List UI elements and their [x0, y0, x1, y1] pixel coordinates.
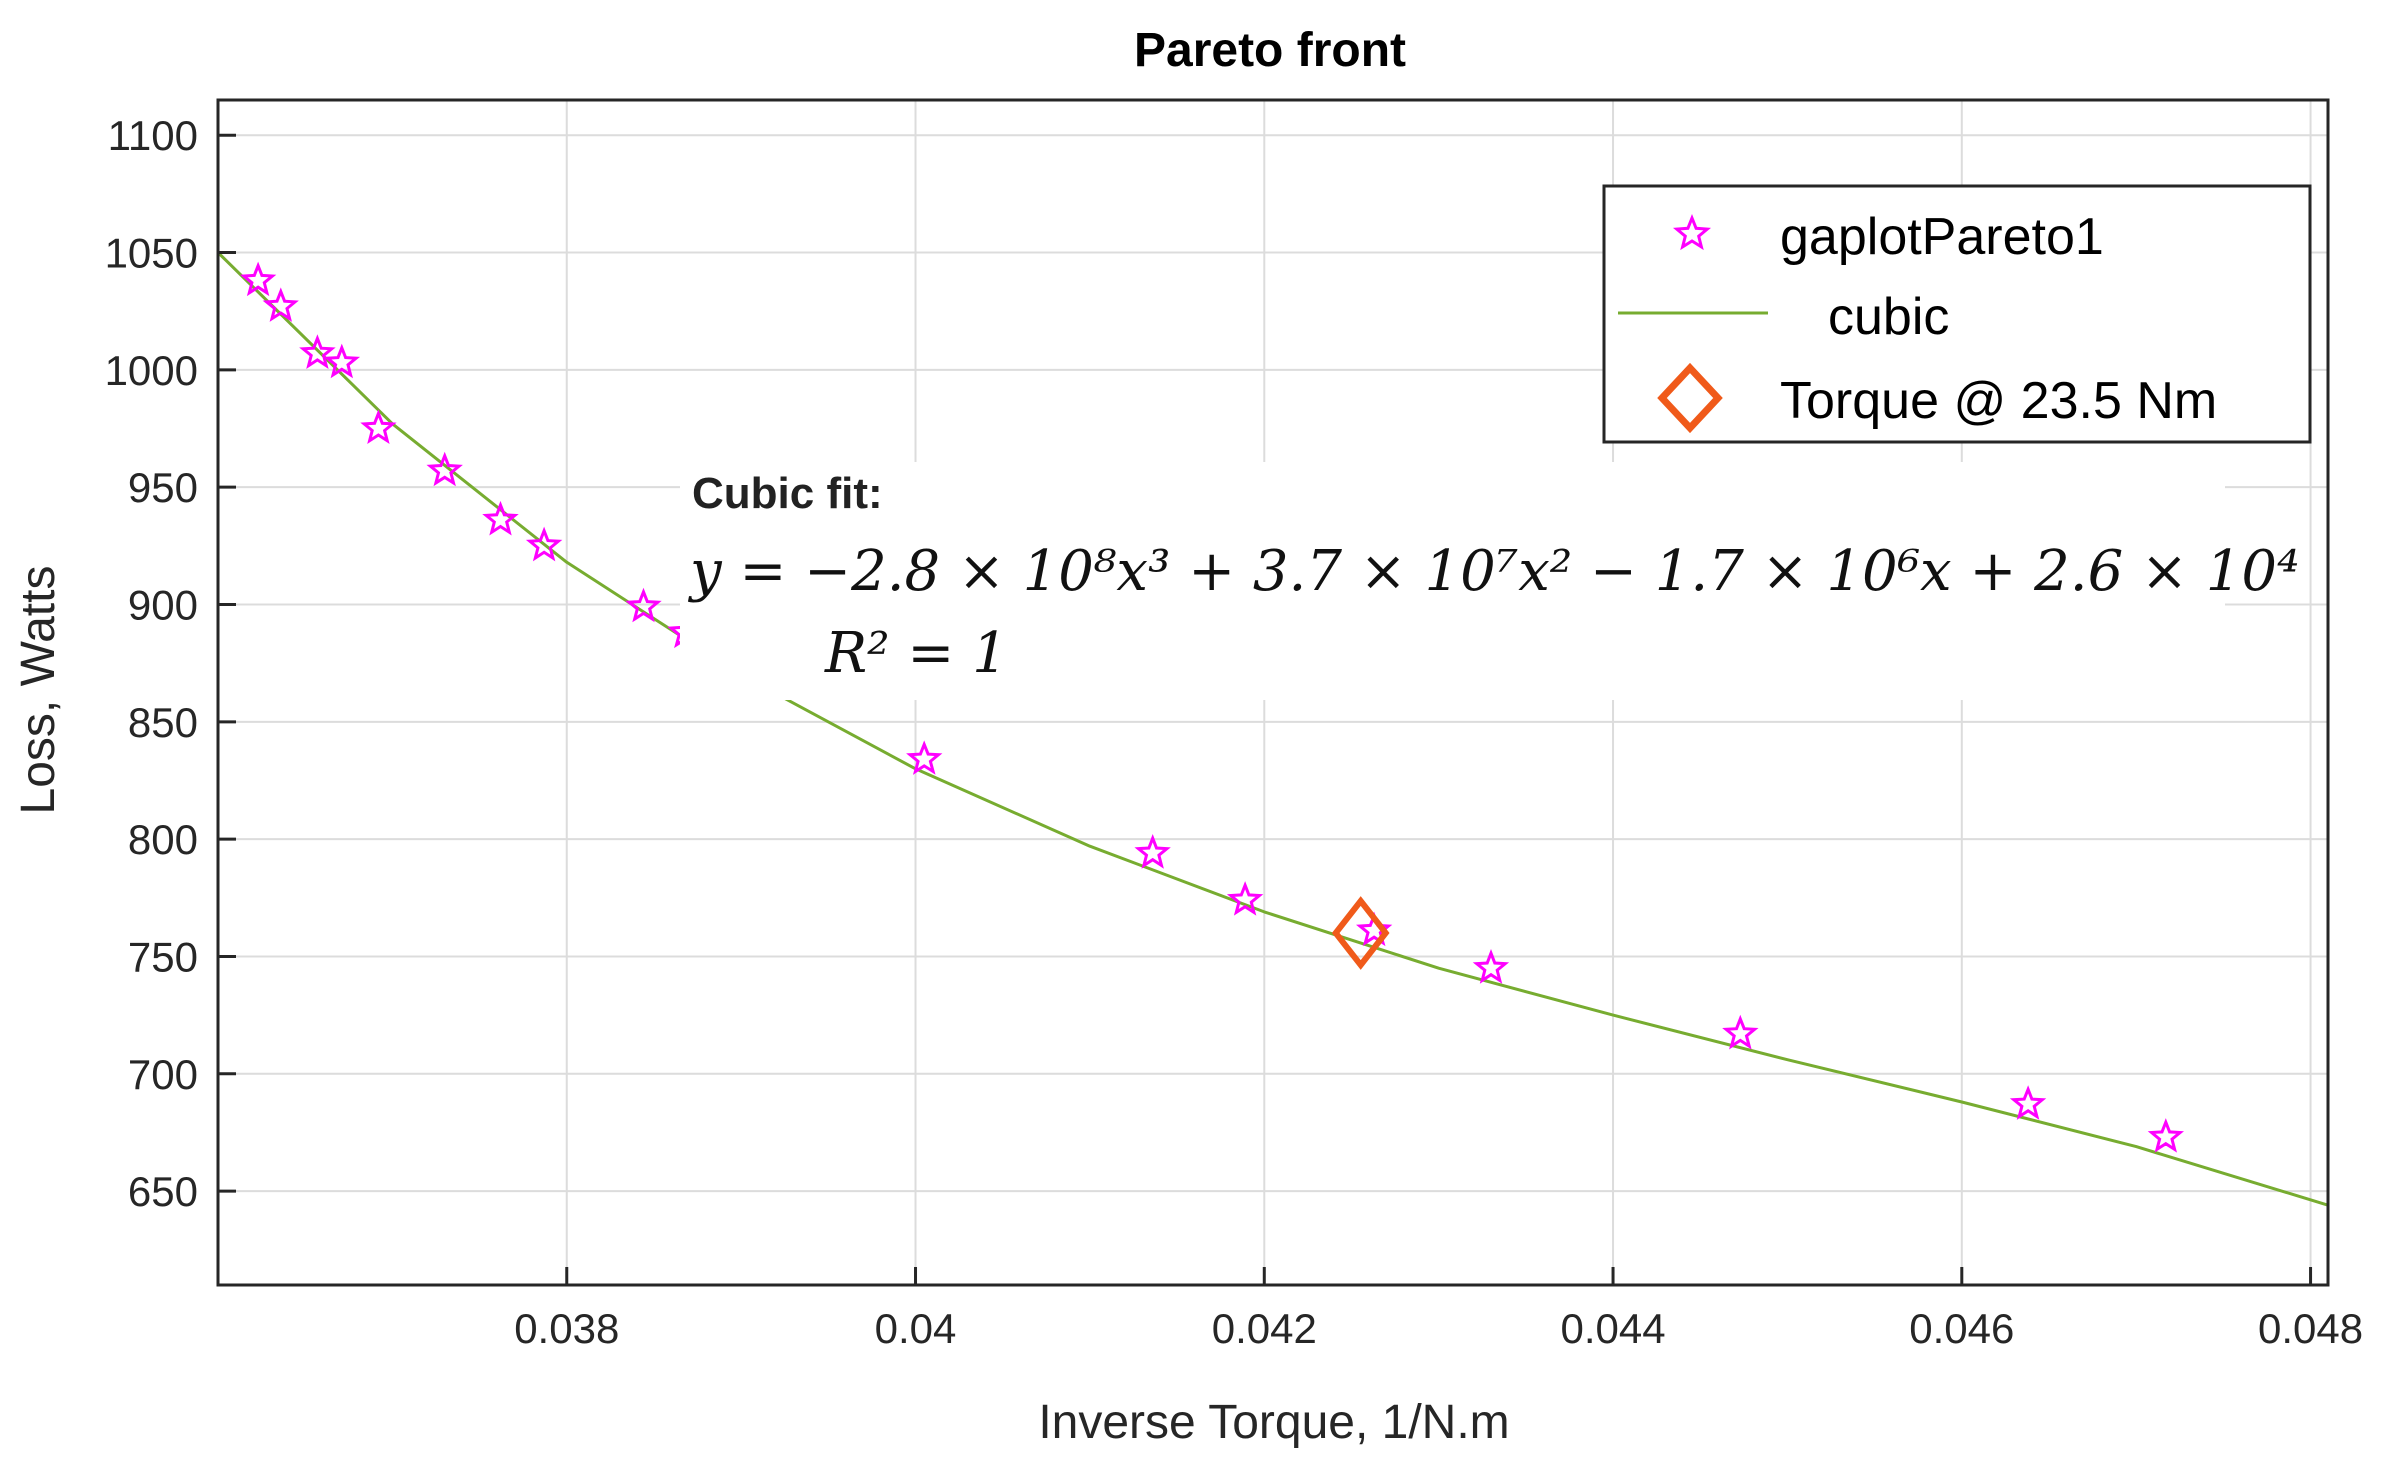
pareto-point [906, 740, 943, 775]
torque-diamond [1331, 896, 1390, 970]
pareto-point [299, 334, 336, 369]
pareto-point [1356, 911, 1393, 947]
pareto-point [239, 261, 277, 297]
x-tick-label: 0.04 [875, 1305, 957, 1352]
pareto-point [2009, 1085, 2047, 1120]
y-axis-label: Loss, Watts [12, 566, 65, 815]
annotation-r-squared: R² = 1 [824, 621, 1008, 686]
annotation-equation: y = −2.8 × 10⁸x³ + 3.7 × 10⁷x² − 1.7 × 1… [687, 539, 2299, 604]
y-tick-label: 950 [128, 464, 198, 511]
y-tick-label: 1050 [105, 230, 198, 277]
annotation-heading: Cubic fit: [692, 469, 883, 518]
x-tick-label: 0.042 [1212, 1305, 1317, 1352]
pareto-point [323, 343, 361, 379]
fit-annotation: Cubic fit: y = −2.8 × 10⁸x³ + 3.7 × 10⁷x… [680, 462, 2299, 700]
plot-frame [216, 98, 2330, 1287]
pareto-point [1134, 834, 1171, 869]
y-tick-label: 1100 [108, 112, 198, 159]
cubic-fit-path [216, 251, 2329, 1207]
cubic-fit-line [216, 251, 2329, 1207]
pareto-point [1722, 1014, 1759, 1050]
x-axis-ticks: 0.038 0.04 0.042 0.044 0.046 0.048 [514, 1267, 2363, 1352]
pareto-point [2147, 1118, 2185, 1153]
y-axis-ticks: 650 700 750 800 850 900 950 1000 1050 1100 [105, 112, 236, 1215]
annotation-background [680, 462, 2225, 700]
pareto-point [625, 587, 662, 623]
pareto-point [426, 451, 463, 487]
legend-diamond-icon [1657, 362, 1723, 434]
y-tick-label: 700 [128, 1051, 198, 1098]
y-tick-label: 800 [128, 816, 198, 863]
y-tick-label: 1000 [105, 347, 198, 394]
legend-star-icon [1672, 213, 1712, 251]
y-tick-label: 750 [128, 933, 198, 980]
legend-entry-torque: Torque @ 23.5 Nm [1657, 362, 2217, 434]
legend-label-torque: Torque @ 23.5 Nm [1780, 372, 2217, 430]
pareto-point [1226, 881, 1264, 916]
pareto-point [525, 526, 563, 562]
legend-label-cubic: cubic [1828, 288, 1949, 346]
y-tick-label: 650 [128, 1168, 198, 1215]
pareto-points [239, 261, 2185, 1153]
pareto-point [482, 500, 519, 536]
legend: gaplotPareto1 cubic Torque @ 23.5 Nm [1602, 184, 2312, 444]
legend-entry-cubic: cubic [1618, 288, 1949, 346]
y-tick-label: 900 [128, 582, 198, 629]
pareto-point [262, 287, 299, 322]
pareto-point [1472, 949, 1510, 984]
y-tick-label: 850 [128, 699, 198, 746]
x-tick-label: 0.044 [1560, 1305, 1665, 1352]
x-tick-label: 0.046 [1909, 1305, 2014, 1352]
legend-label-gaplotpareto1: gaplotPareto1 [1780, 208, 2104, 266]
torque-highlight-marker [1331, 896, 1390, 970]
x-axis-label: Inverse Torque, 1/N.m [1038, 1396, 1509, 1449]
legend-entry-gaplotpareto1: gaplotPareto1 [1672, 208, 2104, 266]
gridlines [218, 100, 2328, 1285]
pareto-point [360, 409, 397, 445]
chart-title: Pareto front [1134, 24, 1406, 77]
x-tick-label: 0.048 [2258, 1305, 2363, 1352]
x-tick-label: 0.038 [514, 1305, 619, 1352]
